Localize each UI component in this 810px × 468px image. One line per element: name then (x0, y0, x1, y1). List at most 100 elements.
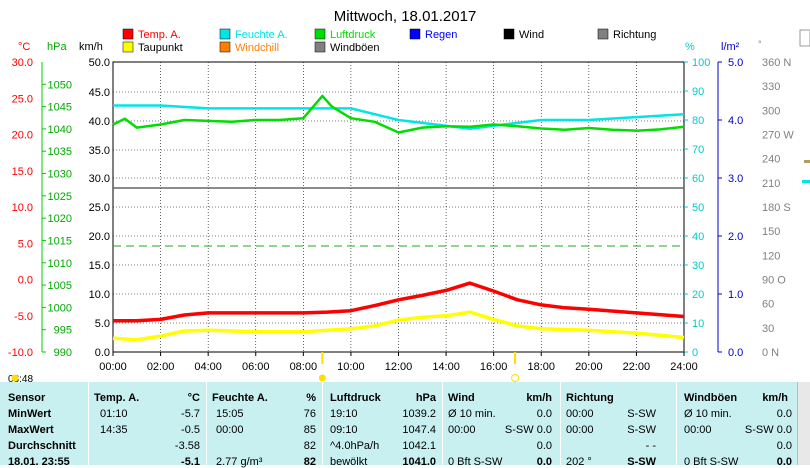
wind-tick-label: 40.0 (89, 116, 110, 128)
temp-time: 14:35 (100, 424, 128, 436)
weather-chart: Mittwoch, 18.01.2017 Temp. A.Feuchte A.L… (0, 0, 810, 382)
direction-unit: ° (758, 39, 762, 49)
header-temp-unit: °C (170, 392, 200, 404)
humidity-value: 76 (280, 408, 316, 420)
humidity-tick-label: 50 (692, 202, 704, 214)
humidity-tick-label: 90 (692, 86, 704, 98)
wind-unit: km/h (79, 41, 103, 53)
temp-tick-label: 30.0 (12, 57, 33, 69)
direction-tick-label: 180 S (762, 202, 791, 214)
humidity-tick-label: 60 (692, 173, 704, 185)
table-separator (206, 382, 207, 465)
scrollbar[interactable] (797, 382, 810, 465)
row-label: Durchschnitt (8, 440, 76, 452)
legend-swatch (504, 29, 514, 39)
pressure-tick-label: 1000 (48, 302, 72, 314)
table-separator (442, 382, 443, 465)
direction-tick-label: 60 (762, 299, 774, 311)
legend-label: Richtung (613, 29, 656, 41)
pressure-tick-label: 1005 (48, 280, 72, 292)
row-label: MaxWert (8, 424, 54, 436)
row-label: 18.01. 23:55 (8, 456, 70, 468)
wind-tick-label: 45.0 (89, 87, 110, 99)
temp-value: -5.1 (150, 456, 200, 468)
pressure-tick-label: 1035 (48, 146, 72, 158)
direction-value: S-SW (600, 456, 656, 468)
side-marker (802, 180, 810, 183)
temp-value: -0.5 (150, 424, 200, 436)
humidity-tick-label: 100 (692, 57, 710, 69)
pressure-tick-label: 1045 (48, 102, 72, 114)
wind-tick-label: 20.0 (89, 231, 110, 243)
direction-tick-label: 120 (762, 250, 780, 262)
rain-tick-label: 4.0 (728, 115, 743, 127)
sunset-marker (512, 375, 519, 382)
time-tick-label: 08:00 (290, 361, 318, 373)
row-label: MinWert (8, 408, 51, 420)
sun-icon (12, 375, 19, 382)
temp-tick-label: 15.0 (12, 166, 33, 178)
time-tick-label: 10:00 (337, 361, 365, 373)
chart-title: Mittwoch, 18.01.2017 (334, 8, 477, 25)
direction-value: S-SW (600, 424, 656, 436)
wind-time: 00:00 (448, 424, 476, 436)
legend-label: Windchill (235, 42, 279, 54)
direction-tick-label: 210 (762, 178, 780, 190)
temp-value: -5.7 (150, 408, 200, 420)
direction-tick-label: 240 (762, 154, 780, 166)
pressure-tick-label: 1015 (48, 235, 72, 247)
time-tick-label: 24:00 (670, 361, 698, 373)
wind-value: 0.0 (500, 440, 552, 452)
header-sensor: Sensor (8, 392, 45, 404)
humidity-unit: % (685, 41, 695, 53)
direction-tick-label: 270 W (762, 130, 794, 142)
temp-tick-label: 25.0 (12, 93, 33, 105)
header-pressure-unit: hPa (406, 392, 436, 404)
humidity-time: 00:00 (216, 424, 244, 436)
legend-label: Luftdruck (330, 29, 376, 41)
legend-label: Wind (519, 29, 544, 41)
rain-tick-label: 0.0 (728, 347, 743, 359)
table-separator (88, 382, 89, 465)
table-separator (560, 382, 561, 465)
direction-tick-label: 150 (762, 226, 780, 238)
header-wind-unit: km/h (516, 392, 552, 404)
table-separator (322, 382, 323, 465)
rain-tick-label: 2.0 (728, 231, 743, 243)
pressure-tick-label: 1025 (48, 191, 72, 203)
wind-value: 0.0 (500, 456, 552, 468)
legend-label: Taupunkt (138, 42, 183, 54)
header-temp: Temp. A. (94, 392, 139, 404)
pressure-time: 09:10 (330, 424, 358, 436)
wind-tick-label: 15.0 (89, 260, 110, 272)
direction-tick-label: 360 N (762, 57, 791, 69)
pressure-time: ^4.0hPa/h (330, 440, 379, 452)
time-tick-label: 20:00 (575, 361, 603, 373)
header-gust: Windböen (684, 392, 737, 404)
pressure-value: 1039.2 (380, 408, 436, 420)
humidity-value: 85 (280, 424, 316, 436)
rain-tick-label: 1.0 (728, 289, 743, 301)
wind-time: 0 Bft S-SW (448, 456, 502, 468)
humidity-value: 82 (280, 440, 316, 452)
temp-value: -3.58 (150, 440, 200, 452)
direction-tick-label: 30 (762, 323, 774, 335)
legend-label: Windböen (330, 42, 380, 54)
pressure-value: 1041.0 (380, 456, 436, 468)
pressure-unit: hPa (47, 41, 67, 53)
rain-tick-label: 5.0 (728, 57, 743, 69)
pressure-tick-label: 1030 (48, 169, 72, 181)
time-tick-label: 00:00 (99, 361, 127, 373)
header-wind: Wind (448, 392, 475, 404)
pressure-tick-label: 1040 (48, 124, 72, 136)
time-tick-label: 18:00 (527, 361, 555, 373)
pressure-tick-label: 995 (54, 325, 72, 337)
direction-tick-label: 0 N (762, 347, 779, 359)
pressure-value: 1042.1 (380, 440, 436, 452)
temp-tick-label: 0.0 (18, 275, 33, 287)
time-tick-label: 16:00 (480, 361, 508, 373)
direction-value: - - (600, 440, 656, 452)
legend-swatch (220, 29, 230, 39)
legend-label: Temp. A. (138, 29, 181, 41)
